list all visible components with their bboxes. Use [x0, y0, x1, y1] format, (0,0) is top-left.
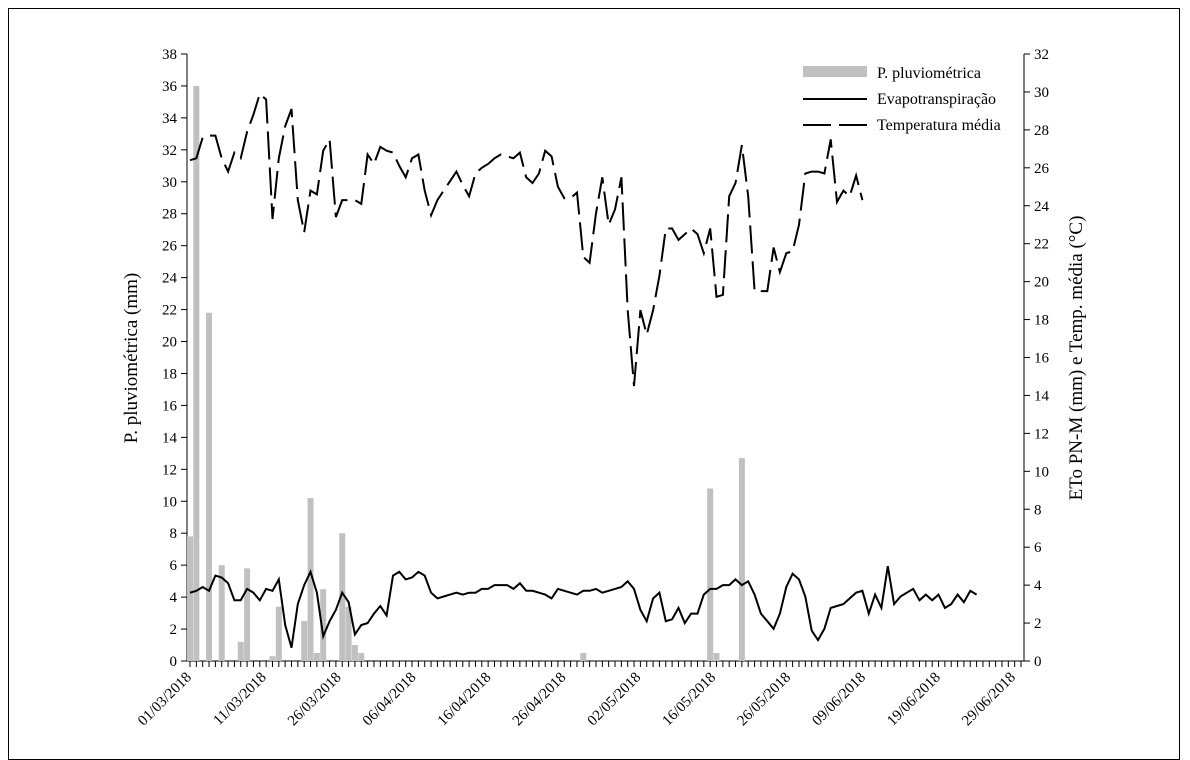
x-tick-label: 26/04/2018 — [510, 670, 570, 730]
left-tick-label: 12 — [162, 462, 177, 478]
left-tick-label: 6 — [170, 558, 178, 574]
x-tick-label: 16/04/2018 — [435, 670, 495, 730]
right-tick-label: 30 — [1034, 85, 1049, 101]
precip-bar — [738, 458, 745, 661]
left-tick-label: 28 — [162, 207, 177, 223]
precip-bar — [339, 533, 346, 661]
left-tick-label: 18 — [162, 366, 177, 382]
right-tick-label: 8 — [1034, 502, 1042, 518]
right-tick-label: 6 — [1034, 540, 1042, 556]
left-tick-label: 14 — [162, 430, 178, 446]
right-axis-label: ETo PN-M (mm) e Temp. média (°C) — [1066, 216, 1087, 501]
left-tick-label: 4 — [170, 590, 178, 606]
x-tick-label: 09/06/2018 — [809, 670, 869, 730]
precip-bar — [320, 589, 327, 661]
precip-bar — [187, 536, 193, 661]
precip-bar — [206, 312, 213, 661]
left-tick-label: 24 — [162, 271, 178, 287]
precip-bar — [358, 653, 365, 661]
left-tick-label: 38 — [162, 47, 177, 63]
precip-bar — [301, 621, 308, 661]
left-tick-label: 22 — [162, 303, 177, 319]
right-tick-label: 14 — [1034, 388, 1050, 404]
left-tick-label: 30 — [162, 175, 177, 191]
left-tick-label: 16 — [162, 398, 178, 414]
left-tick-label: 26 — [162, 239, 178, 255]
right-tick-label: 2 — [1034, 616, 1042, 632]
legend-label-eto: Evapotranspiração — [877, 91, 996, 108]
temperature-line — [189, 92, 864, 387]
precip-bar — [237, 641, 244, 661]
precip-bar — [218, 565, 225, 661]
left-tick-label: 34 — [162, 111, 178, 127]
left-tick-label: 36 — [162, 79, 178, 95]
right-tick-label: 12 — [1034, 426, 1049, 442]
precip-bar — [307, 498, 314, 661]
x-tick-label: 29/06/2018 — [959, 670, 1019, 730]
right-tick-label: 28 — [1034, 123, 1049, 139]
precip-bar — [345, 606, 352, 661]
precip-bar — [244, 568, 251, 661]
x-tick-label: 11/03/2018 — [210, 670, 269, 729]
right-tick-label: 26 — [1034, 161, 1050, 177]
precip-bar — [707, 488, 714, 661]
evapotranspiration-line — [189, 566, 978, 648]
left-tick-label: 10 — [162, 494, 177, 510]
tick-labels: 0246810121416182022242628303234363802468… — [135, 47, 1049, 729]
x-tick-label: 16/05/2018 — [660, 670, 720, 730]
precip-bar — [580, 653, 587, 661]
precip-bar — [313, 653, 320, 661]
right-tick-label: 16 — [1034, 351, 1050, 367]
left-tick-label: 20 — [162, 335, 177, 351]
series-lines — [189, 92, 978, 648]
right-tick-label: 18 — [1034, 313, 1049, 329]
legend-label-temp: Temperatura média — [877, 117, 1001, 134]
left-tick-label: 0 — [170, 654, 178, 670]
precip-bar — [275, 606, 282, 661]
legend-label-precip: P. pluviométrica — [877, 65, 981, 82]
left-axis-label: P. pluviométrica (mm) — [121, 273, 142, 443]
legend-swatch-precip — [803, 66, 867, 77]
right-tick-label: 24 — [1034, 199, 1050, 215]
legend: P. pluviométrica Evapotranspiração Tempe… — [803, 65, 1001, 134]
precip-bar — [269, 656, 276, 661]
left-tick-label: 32 — [162, 143, 177, 159]
x-tick-label: 26/03/2018 — [285, 670, 345, 730]
right-tick-label: 22 — [1034, 237, 1049, 253]
right-tick-label: 20 — [1034, 275, 1049, 291]
right-tick-label: 0 — [1034, 654, 1042, 670]
precip-bars — [187, 85, 745, 661]
x-tick-label: 02/05/2018 — [585, 670, 645, 730]
precip-bar — [351, 645, 358, 661]
precip-bar — [193, 85, 200, 661]
x-tick-label: 26/05/2018 — [734, 670, 794, 730]
x-tick-label: 19/06/2018 — [884, 670, 944, 730]
left-tick-label: 2 — [170, 622, 178, 638]
left-tick-label: 8 — [170, 526, 178, 542]
right-tick-label: 10 — [1034, 464, 1049, 480]
right-tick-label: 4 — [1034, 578, 1042, 594]
right-tick-label: 32 — [1034, 47, 1049, 63]
x-tick-label: 06/04/2018 — [360, 670, 420, 730]
x-tick-label: 01/03/2018 — [135, 670, 195, 730]
precip-bar — [713, 653, 720, 661]
